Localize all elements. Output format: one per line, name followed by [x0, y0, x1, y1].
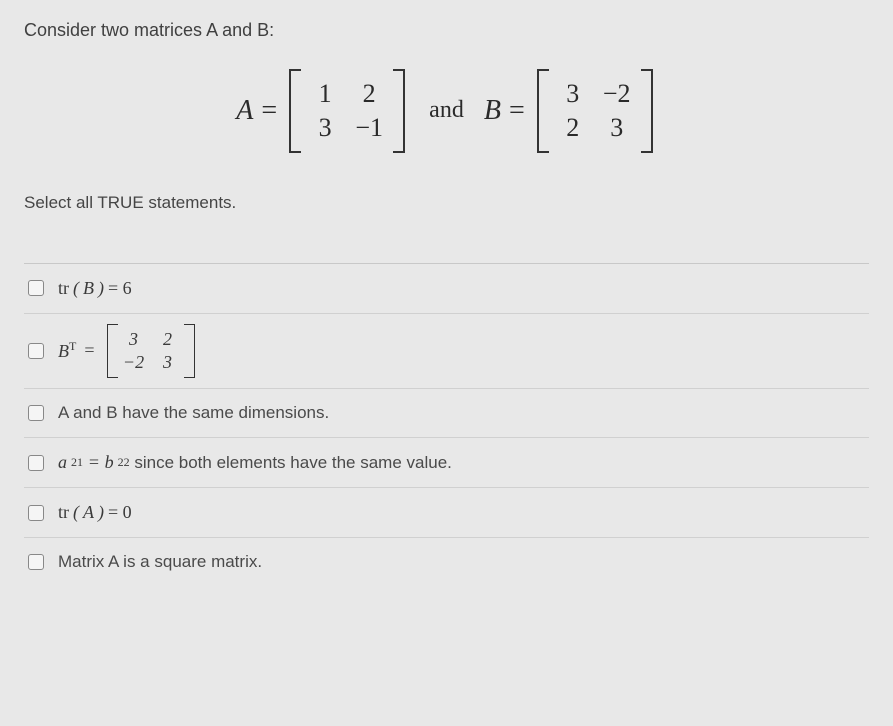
option-1-content: tr(B) = 6	[58, 278, 132, 299]
equals-sign: =	[261, 95, 277, 127]
option-5-content: tr(A) = 0	[58, 502, 132, 523]
matrix-cell: −2	[595, 77, 639, 111]
matrix-b-label: B	[484, 95, 501, 127]
question-prompt: Consider two matrices A and B:	[24, 20, 869, 41]
option-1[interactable]: tr(B) = 6	[24, 264, 869, 314]
option-2-content: BT = 3 −2 2 3	[58, 324, 199, 379]
matrix-cell: 3	[595, 111, 639, 145]
matrix-cell: 1	[303, 77, 347, 111]
option-6[interactable]: Matrix A is a square matrix.	[24, 538, 869, 586]
option-5[interactable]: tr(A) = 0	[24, 488, 869, 538]
checkbox[interactable]	[28, 505, 44, 521]
matrix-b-block: B = 3 2 −2 3	[484, 69, 657, 153]
matrix-a-block: A = 1 3 2 −1	[236, 69, 409, 153]
option-3[interactable]: A and B have the same dimensions.	[24, 389, 869, 438]
checkbox[interactable]	[28, 455, 44, 471]
equals-sign: =	[509, 95, 525, 127]
matrix-cell: 3	[551, 77, 595, 111]
option-4[interactable]: a21 = b22 since both elements have the s…	[24, 438, 869, 488]
checkbox[interactable]	[28, 554, 44, 570]
option-3-content: A and B have the same dimensions.	[58, 403, 329, 423]
checkbox[interactable]	[28, 405, 44, 421]
matrix-cell: 3	[151, 351, 185, 374]
option-4-content: a21 = b22 since both elements have the s…	[58, 452, 452, 473]
matrix-a: 1 3 2 −1	[289, 69, 405, 153]
matrix-b: 3 2 −2 3	[537, 69, 653, 153]
equation-connector: and	[429, 97, 464, 124]
matrix-cell: −1	[347, 111, 391, 145]
checkbox[interactable]	[28, 343, 44, 359]
matrix-a-label: A	[236, 95, 253, 127]
equation-row: A = 1 3 2 −1 and B = 3 2 −2 3	[24, 69, 869, 153]
matrix-cell: 2	[151, 328, 185, 351]
option-6-content: Matrix A is a square matrix.	[58, 552, 262, 572]
options-list: tr(B) = 6 BT = 3 −2 2 3 A and B have the…	[24, 264, 869, 587]
matrix-cell: 2	[551, 111, 595, 145]
matrix-cell: 3	[303, 111, 347, 145]
matrix-cell: −2	[117, 351, 151, 374]
instructions-text: Select all TRUE statements.	[24, 193, 869, 264]
option-2-matrix: 3 −2 2 3	[107, 324, 195, 379]
matrix-cell: 3	[117, 328, 151, 351]
option-2[interactable]: BT = 3 −2 2 3	[24, 314, 869, 390]
checkbox[interactable]	[28, 280, 44, 296]
matrix-cell: 2	[347, 77, 391, 111]
